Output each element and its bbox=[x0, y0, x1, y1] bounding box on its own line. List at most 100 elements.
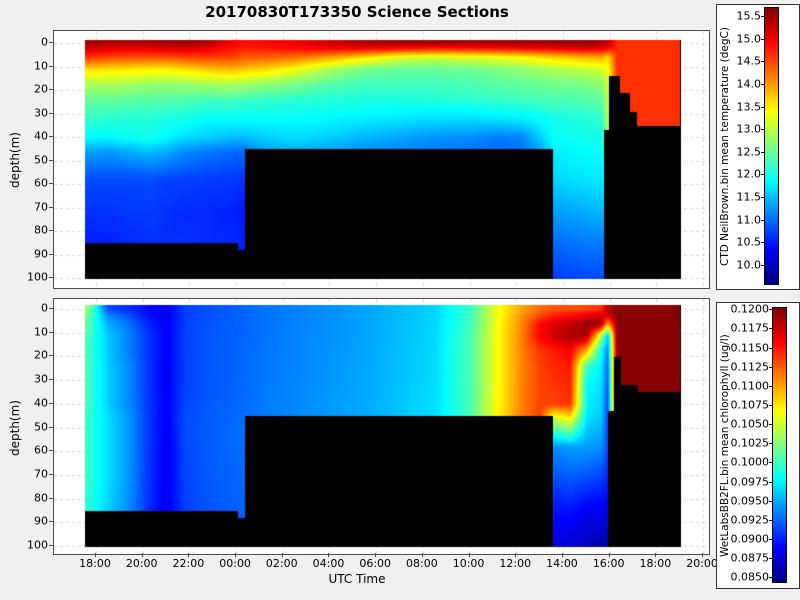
colorbar-tickmark bbox=[761, 242, 765, 244]
depth-tick-label: 40 bbox=[34, 129, 48, 143]
time-tickmark bbox=[188, 553, 190, 557]
colorbar-tickmark bbox=[761, 106, 765, 108]
time-tick-label: 20:00 bbox=[686, 557, 718, 570]
chlorophyll-colorbar-panel: WetLabsBB2FL.bin mean chlorophyll (ug/l)… bbox=[716, 302, 800, 589]
colorbar-tickmark bbox=[761, 16, 765, 18]
colorbar-tick-label: 11.5 bbox=[736, 190, 762, 204]
depth-tick-label: 20 bbox=[34, 82, 48, 96]
colorbar-tick-label: 0.0875 bbox=[730, 551, 770, 565]
colorbar-tick-label: 0.0975 bbox=[730, 475, 770, 488]
time-tick-label: 00:00 bbox=[219, 557, 251, 570]
temperature-section-heatmap bbox=[54, 31, 709, 288]
depth-tick-label: 10 bbox=[34, 59, 48, 72]
colorbar-tick-label: 11.0 bbox=[736, 213, 762, 227]
chlorophyll-section-axes bbox=[53, 298, 710, 555]
chlorophyll-section-heatmap bbox=[54, 299, 709, 554]
depth-tick-label: 80 bbox=[34, 223, 48, 237]
depth-tickmark bbox=[49, 65, 53, 67]
time-tickmark bbox=[375, 553, 377, 557]
colorbar-tickmark bbox=[769, 481, 773, 483]
time-tickmark bbox=[468, 553, 470, 557]
time-tickmark bbox=[655, 553, 657, 557]
colorbar-tick-label: 0.1200 bbox=[730, 302, 770, 316]
colorbar-tickmark bbox=[769, 538, 773, 540]
depth-tickmark bbox=[49, 112, 53, 114]
colorbar-tickmark bbox=[769, 462, 773, 464]
figure-title: 20170830T173350 Science Sections bbox=[205, 3, 509, 21]
depth-tick-label: 40 bbox=[34, 396, 48, 410]
colorbar-tickmark bbox=[761, 129, 765, 131]
time-tickmark bbox=[235, 553, 237, 557]
depth-tick-label: 60 bbox=[34, 176, 48, 190]
depth-tick-label: 100 bbox=[27, 270, 48, 284]
colorbar-tickmark bbox=[761, 174, 765, 176]
depth-tickmark bbox=[49, 277, 53, 278]
depth-tickmark bbox=[49, 521, 53, 523]
colorbar-tickmark bbox=[761, 61, 765, 63]
temperature-colorbar-panel: CTD NeilBrown.bin mean temperature (degC… bbox=[716, 4, 800, 290]
colorbar-tickmark bbox=[769, 500, 773, 502]
depth-tickmark bbox=[49, 473, 53, 475]
colorbar-tickmark bbox=[769, 385, 773, 387]
time-tick-label: 12:00 bbox=[499, 557, 532, 570]
colorbar-tickmark bbox=[769, 347, 773, 349]
depth-tickmark bbox=[49, 497, 53, 499]
depth-tickmark bbox=[49, 89, 53, 90]
colorbar-tickmark bbox=[769, 366, 773, 368]
time-tick-label: 04:00 bbox=[312, 557, 345, 570]
depth-tick-label: 90 bbox=[34, 514, 48, 528]
colorbar-tick-label: 13.0 bbox=[736, 122, 762, 136]
depth-tickmark bbox=[49, 545, 53, 546]
colorbar-tick-label: 0.1125 bbox=[730, 360, 770, 374]
depth-tick-label: 20 bbox=[34, 348, 48, 362]
depth-tickmark bbox=[49, 402, 53, 404]
depth-tickmark bbox=[49, 379, 53, 381]
chlorophyll-colorbar bbox=[772, 307, 787, 583]
colorbar-tickmark bbox=[769, 558, 773, 560]
time-tick-label: 18:00 bbox=[639, 557, 672, 570]
colorbar-tick-label: 0.0950 bbox=[730, 494, 770, 508]
colorbar-tick-label: 14.0 bbox=[736, 77, 762, 91]
colorbar-tickmark bbox=[761, 38, 765, 40]
depth-tickmark bbox=[49, 426, 53, 428]
colorbar-tick-label: 0.1025 bbox=[730, 436, 770, 450]
time-tickmark bbox=[702, 553, 704, 557]
time-tick-label: 02:00 bbox=[265, 557, 298, 570]
depth-tick-label: 0 bbox=[41, 301, 48, 315]
depth-tick-label: 100 bbox=[27, 538, 48, 552]
time-tickmark bbox=[561, 553, 563, 557]
depth-tickmark bbox=[49, 136, 53, 137]
colorbar-tickmark bbox=[761, 83, 765, 85]
depth-tickmark bbox=[49, 42, 53, 43]
colorbar-tickmark bbox=[769, 424, 773, 426]
colorbar-tickmark bbox=[769, 404, 773, 406]
depth-tick-label: 70 bbox=[34, 467, 48, 481]
time-tickmark bbox=[608, 553, 610, 557]
time-tickmark bbox=[328, 553, 330, 557]
depth-tick-label: 70 bbox=[34, 200, 48, 213]
colorbar-tick-label: 0.0925 bbox=[730, 513, 770, 527]
colorbar-tick-label: 10.0 bbox=[736, 258, 762, 272]
colorbar-tick-label: 0.1100 bbox=[730, 379, 770, 393]
depth-tickmark bbox=[49, 159, 53, 161]
time-tickmark bbox=[281, 553, 283, 557]
time-tick-label: 14:00 bbox=[546, 557, 578, 570]
colorbar-tickmark bbox=[769, 519, 773, 521]
colorbar-tick-label: 15.5 bbox=[736, 9, 762, 23]
colorbar-tick-label: 0.0850 bbox=[730, 570, 770, 584]
depth-tickmark bbox=[49, 308, 53, 309]
depth-tick-label: 50 bbox=[34, 420, 48, 433]
temperature-section-axes bbox=[53, 30, 710, 289]
colorbar-tick-label: 0.1050 bbox=[730, 417, 770, 431]
colorbar-tick-label: 0.1000 bbox=[730, 455, 770, 469]
depth-tick-label: 30 bbox=[34, 106, 48, 119]
time-tick-label: 08:00 bbox=[406, 557, 438, 570]
colorbar-tick-label: 10.5 bbox=[736, 235, 762, 249]
colorbar-tickmark bbox=[769, 443, 773, 445]
depth-tickmark bbox=[49, 183, 53, 184]
colorbar-tick-label: 15.0 bbox=[736, 32, 762, 46]
colorbar-tick-label: 13.5 bbox=[736, 100, 762, 114]
colorbar-tickmark bbox=[769, 328, 773, 330]
depth-tickmark bbox=[49, 253, 53, 255]
